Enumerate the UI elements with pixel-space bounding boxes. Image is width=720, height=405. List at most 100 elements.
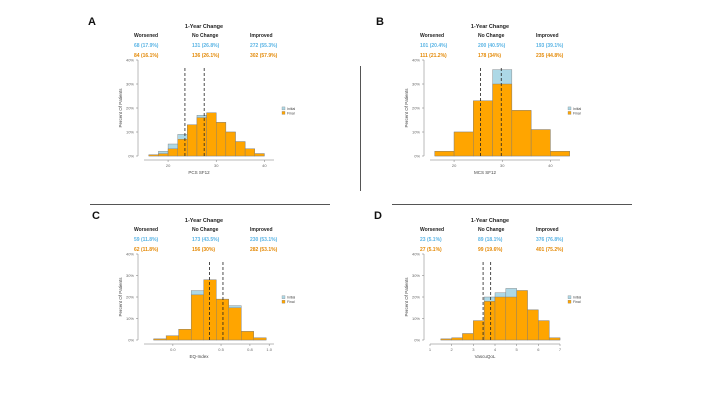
legend-label-initial: Initial — [573, 296, 581, 300]
legend-swatch-initial — [281, 295, 286, 299]
histogram-svg: 1-Year Change Worsened 59 (11.8%) 62 (11.8%… — [118, 218, 295, 359]
horizontal-divider-right — [392, 204, 632, 205]
panel-letter: B — [376, 16, 384, 28]
column-header-improved: Improved — [250, 33, 273, 39]
histogram-svg: 1-Year Change Worsened 68 (17.9%) 84 (16.1%… — [118, 24, 295, 175]
final-bar — [253, 337, 267, 341]
legend-label-final: Final — [573, 300, 581, 304]
final-bar — [241, 331, 254, 341]
legend-swatch-initial — [281, 106, 286, 111]
x-tick-label: 30 — [500, 163, 505, 168]
chart-panel-b: B 1-Year Change Worsened 101 (20.4%) 111 (2… — [370, 16, 690, 175]
final-bar — [440, 338, 452, 341]
column-header-no-change: No Change — [192, 33, 219, 39]
initial-count-2: 230 (53.1%) — [250, 237, 278, 243]
final-bar — [196, 117, 207, 157]
final-bar — [434, 150, 455, 157]
final-bar — [254, 153, 265, 157]
legend-swatch-final — [281, 300, 286, 304]
y-tick-label: 40% — [126, 58, 134, 63]
final-bar — [492, 83, 513, 157]
final-count-0: 62 (11.8%) — [134, 247, 159, 253]
vertical-divider — [360, 66, 361, 191]
initial-count-1: 200 (40.5%) — [478, 43, 506, 49]
legend-label-final: Final — [287, 111, 295, 115]
panel-letter: C — [92, 210, 100, 222]
legend-label-initial: Initial — [287, 107, 295, 111]
y-tick-label: 20% — [412, 295, 420, 300]
chart-panel-c: C 1-Year Change Worsened 59 (11.8%) 62 (11.… — [84, 210, 404, 360]
final-bar — [225, 131, 236, 157]
x-tick-label: 7 — [559, 347, 562, 352]
initial-count-0: 23 (5.1%) — [420, 237, 442, 243]
final-bar — [516, 290, 528, 341]
histogram-svg: 1-Year Change Worsened 23 (5.1%) 27 (5.1%) N… — [404, 218, 581, 359]
legend-swatch-final — [567, 111, 572, 115]
initial-count-2: 272 (55.3%) — [250, 43, 278, 49]
chart-title: 1-Year Change — [471, 218, 509, 224]
initial-count-1: 131 (26.8%) — [192, 43, 220, 49]
legend-label-final: Final — [287, 300, 295, 304]
legend-label-initial: Initial — [287, 296, 295, 300]
column-header-no-change: No Change — [192, 227, 219, 233]
chart-title: 1-Year Change — [471, 24, 509, 30]
x-tick-label: 0.8 — [247, 347, 253, 352]
column-header-worsened: Worsened — [420, 33, 444, 39]
final-bar — [167, 148, 178, 157]
final-bar — [203, 279, 217, 341]
x-tick-label: 2 — [451, 347, 454, 352]
final-count-2: 235 (44.8%) — [536, 53, 564, 59]
final-bar — [158, 153, 169, 157]
legend-label-final: Final — [573, 111, 581, 115]
x-tick-label: 20 — [452, 163, 457, 168]
final-bar — [187, 124, 198, 157]
y-tick-label: 10% — [412, 130, 420, 135]
final-bar — [153, 338, 167, 341]
chart-title: 1-Year Change — [185, 218, 223, 224]
initial-count-2: 193 (39.1%) — [536, 43, 564, 49]
x-tick-label: 4 — [494, 347, 497, 352]
initial-count-0: 101 (20.4%) — [420, 43, 448, 49]
column-header-worsened: Worsened — [134, 33, 158, 39]
legend-label-initial: Initial — [573, 107, 581, 111]
final-count-1: 99 (19.6%) — [478, 247, 503, 253]
initial-count-0: 68 (17.9%) — [134, 43, 159, 49]
y-axis-title: Percent Of Patients — [118, 277, 123, 317]
y-tick-label: 0% — [414, 338, 420, 343]
final-bar — [244, 148, 255, 157]
final-count-2: 401 (75.2%) — [536, 247, 564, 253]
x-tick-label: 5 — [516, 347, 519, 352]
final-bar — [177, 138, 188, 157]
final-count-2: 302 (57.9%) — [250, 53, 278, 59]
y-tick-label: 30% — [126, 273, 134, 278]
y-tick-label: 20% — [126, 295, 134, 300]
final-bar — [165, 335, 179, 341]
final-count-1: 156 (30%) — [192, 247, 215, 253]
histogram-svg: 1-Year Change Worsened 101 (20.4%) 111 (21.… — [404, 24, 581, 175]
final-bar — [527, 309, 539, 341]
y-axis-title: Percent Of Patients — [404, 277, 409, 317]
legend-swatch-initial — [567, 106, 572, 111]
x-axis-title: VascuQoL — [475, 354, 496, 359]
y-tick-label: 20% — [126, 106, 134, 111]
final-bar — [216, 298, 229, 341]
final-count-1: 178 (34%) — [478, 53, 501, 59]
final-bar — [548, 337, 561, 341]
x-tick-label: 1.0 — [266, 347, 272, 352]
x-tick-label: 0.0 — [170, 347, 176, 352]
chart-panel-a: A 1-Year Change Worsened 68 (17.9%) 84 (16.… — [84, 16, 404, 175]
y-tick-label: 0% — [414, 154, 420, 159]
chart-title: 1-Year Change — [185, 24, 223, 30]
column-header-worsened: Worsened — [134, 227, 158, 233]
legend-swatch-final — [567, 300, 572, 304]
final-bar — [505, 296, 517, 341]
final-count-0: 111 (21.2%) — [420, 53, 447, 59]
y-tick-label: 30% — [412, 82, 420, 87]
column-header-improved: Improved — [536, 227, 559, 233]
x-axis-title: EQ-Index — [189, 354, 209, 359]
y-tick-label: 30% — [126, 82, 134, 87]
final-bar — [235, 141, 246, 157]
initial-count-1: 173 (43.5%) — [192, 237, 220, 243]
x-tick-label: 3 — [472, 347, 475, 352]
y-tick-label: 10% — [412, 316, 420, 321]
